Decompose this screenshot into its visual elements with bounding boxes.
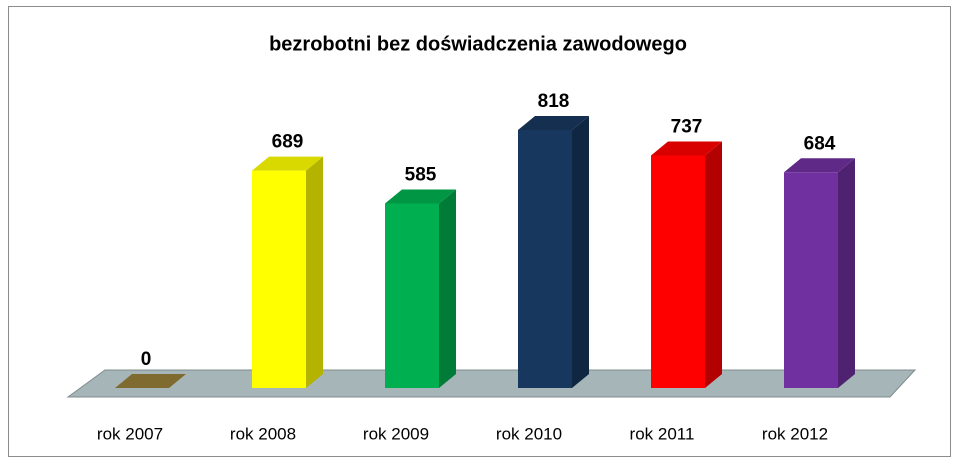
bar-face — [651, 155, 705, 388]
x-tick-label: rok 2007 — [97, 424, 163, 443]
value-label: 0 — [141, 349, 152, 370]
chart-title: bezrobotni bez doświadczenia zawodowego — [269, 33, 687, 55]
bar — [518, 116, 589, 388]
x-tick-label: rok 2008 — [230, 424, 296, 443]
bar — [115, 374, 186, 388]
value-label: 689 — [272, 132, 304, 153]
bar — [651, 141, 722, 388]
value-label: 818 — [538, 91, 570, 112]
bar-face — [705, 141, 722, 388]
bar-face — [784, 158, 855, 173]
bar-face — [572, 116, 589, 388]
bar-face — [784, 172, 838, 388]
x-tick-label: rok 2011 — [630, 424, 695, 443]
value-label: 737 — [671, 117, 703, 138]
bar-face — [518, 116, 589, 130]
bar-face — [838, 158, 855, 388]
bar-face — [651, 141, 722, 156]
bar-face — [252, 170, 306, 388]
bar-face — [306, 156, 323, 388]
bar-face — [518, 130, 572, 388]
bar-face — [385, 203, 439, 388]
x-tick-label: rok 2009 — [363, 424, 429, 443]
x-tick-label: rok 2012 — [762, 424, 828, 443]
bar-face — [252, 156, 323, 171]
value-label: 684 — [804, 133, 836, 154]
bar-face — [439, 189, 456, 388]
value-label: 585 — [405, 165, 437, 186]
bar — [385, 189, 456, 388]
bar — [784, 158, 855, 388]
x-tick-label: rok 2010 — [496, 424, 562, 443]
bar-face — [385, 189, 456, 204]
bar — [252, 156, 323, 388]
